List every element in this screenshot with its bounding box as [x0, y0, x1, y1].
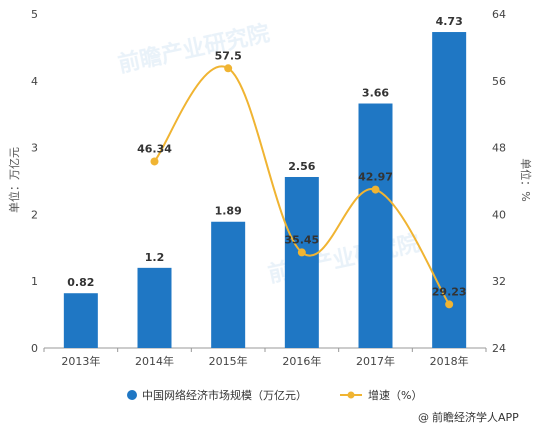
bar — [358, 103, 393, 349]
axes-layer: 2013年 2014年 2015年 2016年 2017年 2018年 0 1 2 3 4 5 24 32… — [31, 8, 506, 368]
bar-data-label: 4.73 — [436, 15, 463, 28]
legend-bar-label: 中国网络经济市场规模（万亿元） — [142, 388, 307, 402]
data-labels-layer: 0.82 1.2 1.89 2.56 3.66 4.73 46.34 57.5 35.45 42.… — [67, 15, 466, 298]
line-point — [297, 248, 306, 257]
line-data-label: 57.5 — [215, 49, 242, 62]
y-tick-label: 3 — [31, 142, 38, 155]
line-point — [150, 157, 159, 166]
bar — [211, 221, 246, 348]
line-data-label: 46.34 — [137, 142, 172, 155]
legend: 中国网络经济市场规模（万亿元） 增速（%） — [127, 388, 422, 402]
y2-tick-label: 56 — [492, 75, 506, 88]
bar — [137, 267, 172, 348]
line-data-label: 35.45 — [284, 233, 319, 246]
growth-line — [153, 65, 451, 305]
bars-layer — [63, 32, 467, 349]
bar — [284, 176, 319, 348]
bar — [432, 32, 467, 348]
line-data-label: 29.23 — [432, 285, 467, 298]
bar-data-label: 1.89 — [215, 205, 242, 218]
y-tick-label: 4 — [31, 75, 38, 88]
at-icon: @ — [418, 411, 429, 424]
legend-line-label: 增速（%） — [368, 388, 422, 402]
bar-data-label: 0.82 — [67, 276, 94, 289]
line-data-label: 42.97 — [358, 171, 393, 184]
y2-axis-title: 单位：% — [519, 158, 533, 201]
x-tick-label: 2013年 — [61, 354, 100, 368]
y-tick-label: 1 — [31, 275, 38, 288]
bar-data-label: 1.2 — [145, 251, 165, 264]
bar-data-label: 3.66 — [362, 87, 389, 100]
line-point — [224, 64, 233, 73]
y2-tick-label: 32 — [492, 275, 506, 288]
line-point — [371, 185, 380, 194]
y2-tick-label: 24 — [492, 342, 506, 355]
bar — [63, 293, 98, 348]
y-tick-label: 0 — [31, 342, 38, 355]
x-tick-label: 2017年 — [356, 354, 395, 368]
x-tick-label: 2018年 — [430, 354, 469, 368]
y2-tick-label: 40 — [492, 208, 506, 221]
y-axis-title: 单位：万亿元 — [7, 147, 21, 213]
source-label: 前瞻经济学人APP — [432, 410, 519, 424]
y-tick-label: 2 — [31, 208, 38, 221]
y2-tick-label: 64 — [492, 8, 506, 21]
x-tick-label: 2014年 — [135, 354, 174, 368]
source-credit: @ 前瞻经济学人APP — [418, 410, 519, 424]
y2-tick-label: 48 — [492, 142, 506, 155]
x-tick-label: 2016年 — [282, 354, 321, 368]
line-point — [445, 300, 454, 309]
legend-bar-marker — [127, 390, 137, 400]
y-tick-label: 5 — [31, 8, 38, 21]
watermark-top: 前瞻产业研究院 — [116, 20, 272, 77]
x-tick-label: 2015年 — [209, 354, 248, 368]
bar-data-label: 2.56 — [288, 160, 315, 173]
legend-line-dot — [347, 391, 355, 399]
line-layer — [150, 64, 454, 309]
